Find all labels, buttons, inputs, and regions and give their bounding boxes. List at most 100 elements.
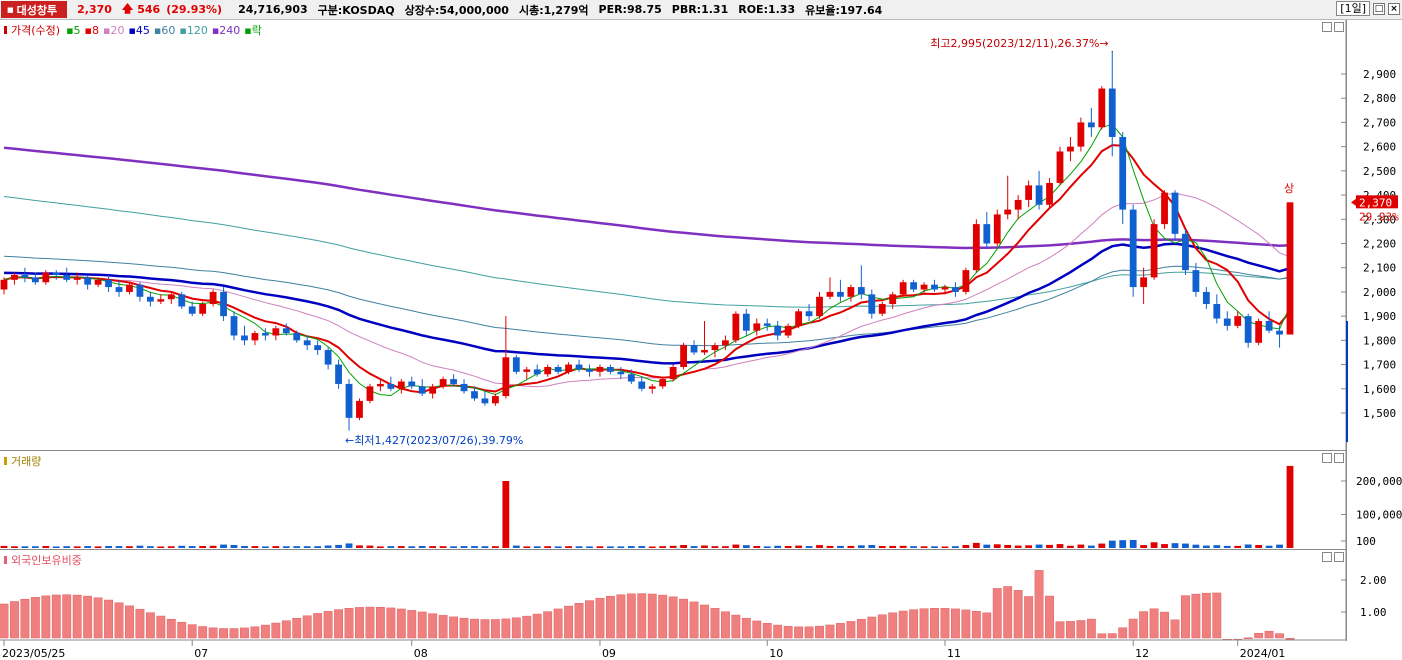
panel-close-icon[interactable]: [1334, 22, 1344, 32]
close-icon[interactable]: ×: [1388, 2, 1400, 15]
candle-body: [722, 340, 729, 346]
volume-bar: [972, 542, 980, 548]
foreign-bar: [313, 613, 323, 639]
foreign-bar: [930, 608, 939, 639]
last-price-tag-bg: [1356, 195, 1398, 209]
foreign-bar: [51, 594, 61, 639]
candle-body: [554, 366, 562, 372]
volume-bar: [523, 546, 531, 548]
foreign-bar: [1118, 627, 1128, 639]
foreign-bar: [1264, 630, 1274, 639]
legend-ma-2: ▪20: [103, 24, 125, 37]
price-tick-label: 2,800: [1363, 92, 1396, 105]
panel-minimize-icon[interactable]: [1322, 22, 1332, 32]
foreign-bar: [1055, 621, 1065, 639]
candle-body: [962, 270, 970, 292]
foreign-bar: [595, 597, 605, 639]
price-panel[interactable]: 가격(수정) ▪5 ▪8 ▪20 ▪45 ▪60 ▪120 ▪240 ▪락: [0, 20, 1347, 450]
candle-body: [941, 287, 949, 290]
candle-body: [638, 381, 646, 389]
volume-bar: [878, 545, 886, 548]
volume-bar: [178, 545, 186, 548]
foreign-bar: [490, 619, 500, 639]
foreign-bar: [752, 620, 762, 639]
volume-bar: [63, 546, 71, 548]
volume-panel[interactable]: 거래량: [0, 450, 1347, 549]
candle-body: [1035, 185, 1043, 205]
foreign-bar: [564, 605, 574, 639]
candle-body: [157, 299, 165, 302]
volume-panel-close-icon[interactable]: [1334, 453, 1344, 463]
price-legend: 가격(수정) ▪5 ▪8 ▪20 ▪45 ▪60 ▪120 ▪240 ▪락: [4, 22, 262, 38]
volume-bar: [1182, 543, 1189, 548]
foreign-bar: [302, 615, 312, 639]
volume-tick-label: 200,000: [1356, 475, 1402, 488]
foreign-bar: [877, 614, 887, 639]
foreign-bar: [961, 609, 971, 639]
period-selector[interactable]: [1일]: [1336, 1, 1370, 16]
volume-bar: [492, 546, 499, 548]
candle-body: [565, 364, 572, 372]
foreign-bar: [1076, 620, 1086, 639]
volume-bar: [826, 545, 834, 548]
candle-body: [784, 325, 792, 336]
foreign-bar: [470, 618, 479, 639]
foreign-bar: [1212, 592, 1222, 639]
foreign-bar: [41, 595, 51, 639]
candle-body: [837, 291, 844, 297]
foreign-bar: [846, 621, 856, 639]
foreign-panel-minimize-icon[interactable]: [1322, 552, 1332, 562]
volume-bar: [105, 545, 112, 548]
foreign-bar: [156, 615, 166, 639]
candle-body: [648, 386, 656, 389]
candle-body: [126, 284, 133, 292]
candle-body: [230, 316, 238, 336]
volume-bar: [21, 546, 29, 548]
volume-bar: [931, 546, 938, 548]
volume-bar: [774, 545, 782, 548]
volume-bar: [471, 546, 478, 548]
foreign-bar: [344, 608, 354, 639]
foreign-bar: [804, 626, 814, 639]
candle-body: [899, 282, 907, 295]
arrow-up-icon: 🡅: [121, 2, 134, 15]
candle-body: [1087, 122, 1095, 128]
foreign-bar: [219, 628, 228, 639]
foreign-bar: [0, 603, 9, 639]
volume-bar: [586, 546, 593, 548]
foreign-bar: [856, 618, 866, 639]
candle-body: [910, 282, 918, 290]
candle-body: [1098, 88, 1106, 128]
volume-bar: [1046, 544, 1053, 548]
maximize-icon[interactable]: □: [1373, 2, 1385, 15]
foreign-panel-close-icon[interactable]: [1334, 552, 1344, 562]
stock-name-tab[interactable]: ■ 대성창투: [1, 1, 68, 18]
foreign-bar: [135, 608, 145, 639]
volume-bar: [784, 545, 792, 548]
x-axis-label: 08: [414, 647, 428, 660]
foreign-bar: [616, 594, 626, 639]
volume-tick-label: 100,000: [1356, 509, 1402, 522]
candle-body: [42, 272, 50, 283]
volume-bar: [993, 544, 1001, 548]
volume-bar: [1014, 545, 1022, 548]
price-tick-label: 2,300: [1363, 213, 1396, 226]
foreign-bar: [334, 609, 344, 639]
foreign-bar: [553, 608, 563, 639]
foreign-bar: [710, 608, 720, 639]
candle-body: [701, 350, 708, 353]
candle-body: [356, 400, 363, 418]
volume-bar: [220, 544, 227, 548]
volume-bar: [648, 546, 656, 548]
foreign-legend-title: 외국인보유비중: [11, 554, 82, 567]
volume-bar: [533, 546, 541, 548]
volume-bar: [1108, 540, 1116, 548]
candle-body: [1265, 320, 1273, 331]
candle-body: [596, 366, 604, 372]
candle-body: [1286, 202, 1294, 335]
volume-panel-minimize-icon[interactable]: [1322, 453, 1332, 463]
x-axis-label: 07: [194, 647, 208, 660]
volume-bar: [847, 545, 855, 548]
candle-body: [690, 345, 698, 353]
